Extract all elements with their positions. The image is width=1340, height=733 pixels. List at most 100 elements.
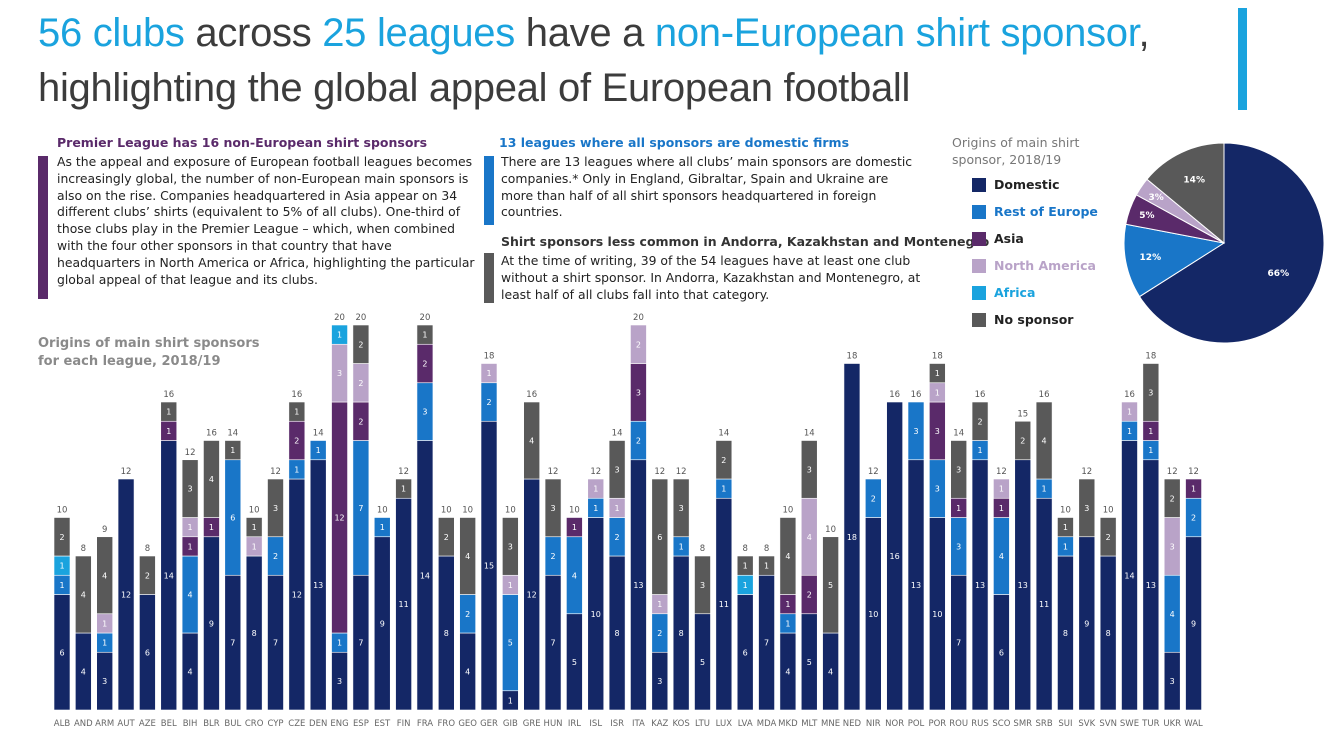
bar-value-label: 5 — [807, 658, 812, 667]
bar-value-label: 3 — [615, 465, 620, 474]
bar-segment-rest-of-europe — [502, 594, 519, 692]
x-tick-label: LTU — [695, 719, 710, 729]
x-tick-label: LVA — [738, 719, 753, 729]
bar-total-label: 20 — [633, 313, 644, 323]
bar-value-label: 13 — [1018, 581, 1028, 590]
bar-value-label: 7 — [956, 639, 961, 648]
bar-segment-north-america — [630, 324, 647, 364]
bar-value-label: 12 — [121, 591, 131, 600]
bar-value-label: 7 — [273, 639, 278, 648]
bar-segment-rest-of-europe — [630, 420, 647, 461]
bar-segment-rest-of-europe — [96, 632, 113, 653]
bar-value-label: 4 — [188, 668, 193, 677]
bar-value-label: 1 — [593, 485, 598, 494]
x-tick-label: ISL — [589, 719, 602, 729]
bar-value-label: 2 — [444, 533, 449, 542]
bar-segment-north-america — [993, 478, 1010, 499]
bar-segment-no-sponsor — [1057, 517, 1074, 538]
bar-segment-domestic — [1142, 459, 1160, 711]
section-title-no-sponsor: Shirt sponsors less common in Andorra, K… — [501, 234, 990, 249]
bar-segment-no-sponsor — [1035, 401, 1053, 480]
bar-group-rus: 13 1 2 16 RUS — [971, 390, 989, 729]
bar-total-label: 10 — [825, 525, 836, 535]
bar-segment-asia — [630, 363, 647, 422]
bar-segment-north-america — [1163, 517, 1181, 576]
bar-value-label: 1 — [1127, 427, 1132, 436]
x-tick-label: GEO — [458, 719, 477, 729]
bar-segment-no-sponsor — [352, 324, 370, 364]
bar-segment-domestic — [651, 651, 669, 711]
bar-segment-africa — [331, 324, 348, 345]
bar-segment-no-sponsor — [459, 517, 476, 595]
bar-total-label: 16 — [206, 429, 217, 439]
x-tick-label: BIH — [183, 719, 198, 729]
bar-total-label: 12 — [185, 448, 196, 458]
legend-swatch — [972, 177, 986, 192]
bar-segment-domestic — [886, 401, 903, 711]
bar-value-label: 2 — [273, 552, 278, 561]
bar-group-cyp: 7 2 3 12 CYP — [267, 467, 284, 729]
bar-group-geo: 4 2 4 10 GEO — [458, 506, 477, 730]
bar-value-label: 1 — [1148, 427, 1153, 436]
bar-value-label: 2 — [807, 591, 812, 600]
headline-highlight-leagues: 25 leagues — [322, 11, 515, 55]
bar-value-label: 2 — [1020, 437, 1025, 446]
bar-total-label: 16 — [291, 390, 302, 400]
bar-total-label: 12 — [868, 467, 879, 477]
bar-segment-domestic — [139, 594, 156, 711]
bar-value-label: 1 — [188, 542, 193, 551]
x-tick-label: ROU — [949, 719, 968, 729]
bar-value-label: 1 — [401, 485, 406, 494]
bar-total-label: 16 — [1124, 390, 1135, 400]
bar-total-label: 12 — [270, 467, 281, 477]
pie-title: Origins of main shirt sponsor, 2018/19 — [952, 135, 1080, 167]
bar-value-label: 18 — [847, 533, 857, 542]
x-tick-label: LUX — [716, 719, 733, 729]
x-tick-label: AND — [74, 719, 93, 729]
bar-segment-domestic — [437, 555, 455, 711]
headline-text: across — [184, 11, 323, 55]
bar-value-label: 3 — [1148, 388, 1153, 397]
bar-segment-domestic — [53, 594, 71, 711]
bar-total-label: 10 — [505, 506, 516, 516]
bar-group-svk: 9 3 12 SVK — [1078, 467, 1095, 729]
x-tick-label: MKD — [778, 719, 798, 729]
bar-value-label: 3 — [508, 542, 513, 551]
bar-group-nor: 16 16 NOR — [885, 390, 904, 729]
pie-value-label: 5% — [1139, 211, 1154, 221]
bar-value-label: 1 — [935, 388, 940, 397]
bar-segment-domestic — [224, 574, 242, 711]
bar-value-label: 3 — [807, 465, 812, 474]
bar-segment-domestic — [1014, 459, 1032, 711]
legend-label: Africa — [994, 285, 1036, 300]
bar-total-label: 18 — [484, 352, 495, 362]
bar-value-label: 4 — [465, 552, 470, 561]
bar-value-label: 6 — [145, 648, 150, 657]
bar-total-label: 16 — [526, 390, 537, 400]
bar-value-label: 12 — [292, 591, 302, 600]
x-tick-label: UKR — [1163, 719, 1181, 729]
x-tick-label: SUI — [1058, 719, 1072, 729]
bar-total-label: 12 — [1188, 467, 1199, 477]
bar-value-label: 7 — [358, 639, 363, 648]
bar-segment-no-sponsor — [1078, 478, 1096, 538]
bar-group-nir: 10 2 12 NIR — [864, 467, 882, 729]
bar-segment-rest-of-europe — [929, 459, 946, 518]
bar-value-label: 4 — [465, 668, 470, 677]
bar-total-label: 12 — [676, 467, 687, 477]
section-body-premier-league: As the appeal and exposure of European f… — [57, 154, 475, 287]
bar-segment-rest-of-europe — [459, 594, 476, 634]
bar-group-ita: 13 2 3 2 20 ITA — [630, 313, 647, 729]
bar-segment-north-america — [352, 363, 370, 403]
x-tick-label: GIB — [503, 719, 518, 729]
bar-segment-asia — [331, 401, 348, 634]
section-bar-premier-league — [38, 156, 48, 299]
bar-value-label: 3 — [956, 542, 961, 551]
bar-group-sui: 8 1 1 10 SUI — [1057, 506, 1074, 729]
bar-value-label: 3 — [935, 485, 940, 494]
x-tick-label: SVK — [1078, 719, 1095, 729]
bar-segment-domestic — [715, 497, 733, 711]
bar-segment-asia — [993, 497, 1010, 518]
